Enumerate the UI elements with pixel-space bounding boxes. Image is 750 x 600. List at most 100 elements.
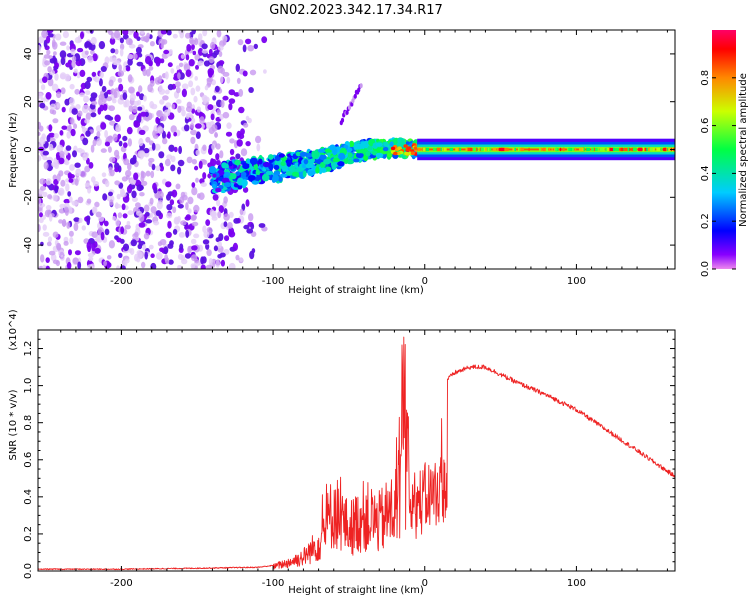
noise-mark: [263, 69, 267, 74]
noise-mark: [79, 170, 87, 178]
transition-mark: [331, 162, 337, 171]
noise-mark: [77, 196, 84, 204]
steady-band-mark: [615, 147, 619, 152]
noise-mark: [166, 30, 172, 36]
noise-mark: [69, 97, 75, 106]
noise-mark: [190, 136, 196, 145]
noise-mark: [79, 92, 85, 97]
noise-mark: [178, 145, 183, 155]
noise-mark: [139, 150, 146, 158]
y-tick-label: -40: [23, 237, 34, 253]
noise-mark: [213, 50, 220, 56]
noise-mark: [87, 187, 92, 194]
noise-mark: [191, 182, 196, 188]
transition-mark: [265, 170, 273, 175]
noise-mark: [169, 199, 175, 206]
steady-band-mark: [645, 147, 649, 152]
noise-mark: [89, 96, 96, 102]
noise-mark: [107, 146, 112, 153]
spectrogram-ylabel: Frequency (Hz): [8, 112, 19, 188]
noise-mark: [52, 194, 58, 202]
noise-mark: [205, 264, 213, 269]
noise-mark: [181, 88, 187, 98]
noise-mark: [137, 243, 143, 250]
noise-mark: [165, 102, 172, 108]
noise-mark: [233, 218, 240, 224]
noise-mark: [66, 131, 71, 139]
noise-mark: [109, 37, 116, 45]
noise-mark: [188, 59, 195, 67]
noise-mark: [261, 36, 268, 44]
noise-mark: [151, 142, 156, 151]
steady-band-mark: [656, 147, 661, 152]
noise-mark: [65, 145, 72, 151]
noise-mark: [143, 147, 150, 154]
noise-mark: [134, 231, 139, 238]
noise-mark: [100, 231, 105, 241]
noise-mark: [58, 157, 65, 165]
noise-mark: [92, 206, 97, 215]
noise-mark: [82, 137, 89, 146]
noise-mark: [90, 144, 95, 153]
noise-mark: [119, 37, 124, 44]
noise-mark: [136, 251, 143, 259]
noise-mark: [193, 204, 200, 213]
noise-mark: [102, 193, 108, 201]
noise-mark: [201, 43, 208, 50]
noise-mark: [127, 54, 134, 60]
noise-mark: [73, 217, 80, 222]
colorbar: 0.0 0.2 0.4 0.6 0.8 Normalized spectral ampl…: [700, 30, 749, 277]
noise-mark: [192, 50, 197, 56]
transition-mark: [237, 184, 243, 190]
y-tick-label: 20: [23, 95, 34, 108]
noise-mark: [236, 130, 242, 139]
steady-band-mark: [548, 147, 551, 152]
noise-mark: [216, 199, 221, 207]
noise-mark: [214, 132, 219, 138]
noise-mark: [62, 30, 69, 39]
noise-mark: [215, 237, 221, 243]
spectrogram-xlabel: Height of straight line (km): [288, 285, 424, 296]
noise-mark: [173, 131, 178, 137]
noise-mark: [65, 183, 70, 192]
transition-mark: [410, 151, 416, 155]
transition-mark: [223, 171, 231, 178]
noise-mark: [78, 217, 83, 223]
transition-mark: [235, 171, 241, 177]
transition-mark: [258, 158, 263, 165]
y-tick-label: 1.0: [23, 378, 34, 394]
noise-mark: [150, 206, 157, 214]
noise-mark: [88, 256, 94, 262]
noise-mark: [177, 265, 182, 269]
noise-mark: [113, 91, 118, 99]
steady-band-mark: [599, 147, 604, 152]
transition-mark: [242, 163, 250, 170]
steady-band-mark: [593, 147, 595, 152]
steady-band-mark: [668, 147, 671, 152]
noise-mark: [186, 156, 193, 164]
noise-mark: [38, 217, 44, 224]
transition-mark: [338, 152, 346, 160]
noise-mark: [54, 73, 59, 81]
noise-mark: [75, 168, 82, 177]
colorbar-gradient: [712, 30, 736, 269]
noise-mark: [209, 41, 216, 50]
transition-mark: [317, 148, 326, 153]
noise-mark: [189, 123, 195, 129]
noise-mark: [177, 72, 181, 80]
noise-mark: [40, 97, 45, 105]
noise-mark: [42, 150, 49, 156]
noise-mark: [138, 222, 146, 228]
steady-band-mark: [467, 147, 471, 152]
transition-mark: [400, 139, 405, 147]
transition-mark: [315, 166, 320, 174]
noise-mark: [195, 177, 199, 183]
noise-mark: [46, 134, 51, 143]
noise-mark: [124, 99, 130, 108]
noise-mark: [143, 204, 150, 213]
noise-mark: [155, 116, 160, 124]
noise-mark: [125, 170, 132, 177]
noise-mark: [84, 182, 90, 188]
noise-mark: [66, 45, 70, 51]
steady-band-mark: [664, 147, 667, 152]
